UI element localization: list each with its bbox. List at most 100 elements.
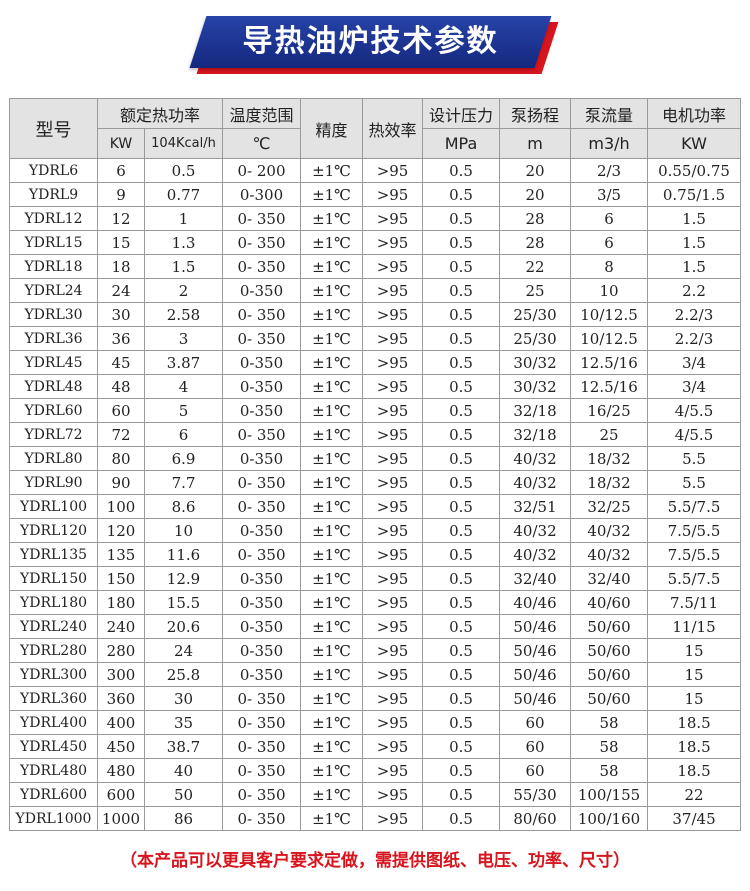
cell-precision: ±1℃ [300,398,364,423]
table-row: YDRL180 180 15.5 0-350 ±1℃ >95 0.5 40/46 40/60 7.… [9,590,742,615]
cell-pump-head: 32/18 [499,398,572,423]
cell-model: YDRL300 [9,662,98,687]
cell-model: YDRL15 [9,230,98,255]
cell-model: YDRL6 [9,158,98,183]
cell-precision: ±1℃ [300,302,364,327]
cell-efficiency: >95 [362,662,424,687]
cell-pump-head: 32/51 [499,494,572,519]
cell-efficiency: >95 [362,374,424,399]
cell-rated-kw: 48 [97,374,145,399]
cell-temp-range: 0-350 [222,350,302,375]
header-temp-unit: ℃ [222,128,302,159]
cell-pump-flow: 58 [570,734,649,759]
cell-efficiency: >95 [362,254,424,279]
cell-rated-kw: 45 [97,350,145,375]
cell-precision: ±1℃ [300,158,364,183]
cell-precision: ±1℃ [300,230,364,255]
cell-rated-kcal: 3 [143,326,224,351]
cell-motor-power: 15 [647,638,742,663]
cell-pump-flow: 3/5 [570,182,649,207]
cell-efficiency: >95 [362,278,424,303]
cell-rated-kw: 600 [97,782,145,807]
cell-pump-flow: 10/12.5 [570,326,649,351]
cell-precision: ±1℃ [300,590,364,615]
cell-pump-flow: 50/60 [570,638,649,663]
cell-pressure: 0.5 [422,230,501,255]
cell-motor-power: 5.5 [647,446,742,471]
cell-temp-range: 0-350 [222,590,302,615]
cell-pump-flow: 10/12.5 [570,302,649,327]
cell-efficiency: >95 [362,590,424,615]
cell-motor-power: 18.5 [647,710,742,735]
table-header: 型号 额定热功率 温度范围 精度 热效率 设计压力 泵扬程 泵流量 电机功率 K… [9,98,742,159]
cell-rated-kcal: 0.5 [143,158,224,183]
cell-rated-kw: 150 [97,566,145,591]
table-row: YDRL30 30 2.58 0- 350 ±1℃ >95 0.5 25/30 10/12.5 2… [9,302,742,327]
cell-temp-range: 0-350 [222,374,302,399]
cell-pressure: 0.5 [422,662,501,687]
cell-motor-power: 0.75/1.5 [647,182,742,207]
spec-table: 型号 额定热功率 温度范围 精度 热效率 设计压力 泵扬程 泵流量 电机功率 K… [9,98,742,831]
cell-pump-head: 25 [499,278,572,303]
cell-pressure: 0.5 [422,398,501,423]
table-row: YDRL6 6 0.5 0- 200 ±1℃ >95 0.5 20 2/3 0.55/0.75 [9,158,742,183]
table-row: YDRL280 280 24 0-350 ±1℃ >95 0.5 50/46 50/60 15 [9,638,742,663]
cell-rated-kcal: 86 [143,806,224,831]
cell-temp-range: 0- 350 [222,230,302,255]
cell-pump-flow: 32/40 [570,566,649,591]
cell-rated-kw: 480 [97,758,145,783]
cell-pump-head: 40/32 [499,542,572,567]
header-pump-flow-unit: m3/h [570,128,649,159]
cell-rated-kw: 24 [97,278,145,303]
cell-motor-power: 2.2 [647,278,742,303]
cell-efficiency: >95 [362,686,424,711]
cell-pressure: 0.5 [422,614,501,639]
cell-efficiency: >95 [362,470,424,495]
cell-temp-range: 0- 350 [222,734,302,759]
cell-pressure: 0.5 [422,278,501,303]
table-row: YDRL48 48 4 0-350 ±1℃ >95 0.5 30/32 12.5/16 3/4 [9,374,742,399]
cell-rated-kcal: 40 [143,758,224,783]
header-pump-head-unit: m [499,128,572,159]
table-row: YDRL15 15 1.3 0- 350 ±1℃ >95 0.5 28 6 1.5 [9,230,742,255]
cell-temp-range: 0- 350 [222,206,302,231]
cell-temp-range: 0-350 [222,398,302,423]
cell-pump-flow: 100/155 [570,782,649,807]
cell-rated-kw: 60 [97,398,145,423]
cell-motor-power: 18.5 [647,734,742,759]
cell-pressure: 0.5 [422,494,501,519]
cell-model: YDRL18 [9,254,98,279]
cell-rated-kcal: 6.9 [143,446,224,471]
header-motor-power-unit: KW [647,128,742,159]
cell-rated-kw: 90 [97,470,145,495]
header-motor-power: 电机功率 [647,98,742,129]
header-rated-kcal: 104Kcal/h [143,128,224,159]
cell-temp-range: 0- 350 [222,686,302,711]
cell-rated-kw: 180 [97,590,145,615]
cell-pump-flow: 6 [570,230,649,255]
cell-rated-kw: 15 [97,230,145,255]
cell-motor-power: 1.5 [647,254,742,279]
cell-model: YDRL120 [9,518,98,543]
cell-pump-head: 20 [499,182,572,207]
cell-pressure: 0.5 [422,566,501,591]
cell-pump-head: 50/46 [499,638,572,663]
cell-rated-kcal: 25.8 [143,662,224,687]
cell-pressure: 0.5 [422,710,501,735]
cell-rated-kw: 280 [97,638,145,663]
cell-model: YDRL360 [9,686,98,711]
cell-motor-power: 15 [647,662,742,687]
cell-rated-kcal: 6 [143,422,224,447]
cell-pump-flow: 32/25 [570,494,649,519]
page-title: 导热油炉技术参数 [242,24,499,59]
cell-model: YDRL24 [9,278,98,303]
cell-efficiency: >95 [362,182,424,207]
table-row: YDRL90 90 7.7 0- 350 ±1℃ >95 0.5 40/32 18/32 5.5 [9,470,742,495]
table-row: YDRL24 24 2 0-350 ±1℃ >95 0.5 25 10 2.2 [9,278,742,303]
cell-pump-head: 60 [499,758,572,783]
cell-motor-power: 4/5.5 [647,422,742,447]
cell-pump-flow: 6 [570,206,649,231]
cell-motor-power: 0.55/0.75 [647,158,742,183]
cell-model: YDRL450 [9,734,98,759]
cell-pressure: 0.5 [422,422,501,447]
